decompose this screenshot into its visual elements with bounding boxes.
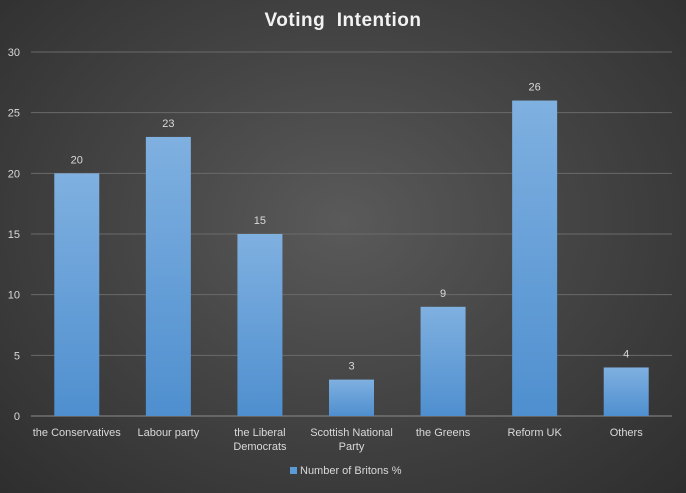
bar	[329, 379, 374, 416]
data-label: 9	[440, 288, 446, 300]
data-label: 3	[348, 361, 354, 373]
y-tick-label: 30	[8, 47, 20, 59]
x-tick-label: the Conservatives	[33, 427, 122, 439]
x-tick-label: Labour party	[137, 427, 199, 439]
chart-title: Voting Intention	[264, 10, 422, 31]
bar	[54, 173, 100, 416]
y-tick-label: 5	[14, 350, 20, 362]
x-tick-label: Democrats	[233, 441, 287, 453]
x-tick-label: Party	[339, 441, 365, 453]
data-label: 26	[529, 82, 541, 94]
data-label: 20	[71, 154, 83, 166]
data-label: 15	[254, 215, 266, 227]
bar	[420, 306, 466, 416]
x-tick-label: the Greens	[416, 427, 471, 439]
bar	[603, 367, 649, 416]
legend-swatch	[290, 467, 297, 474]
bar	[512, 100, 558, 417]
y-tick-label: 25	[8, 108, 20, 120]
data-label: 23	[162, 118, 174, 130]
y-tick-label: 15	[8, 229, 20, 241]
y-tick-label: 10	[8, 290, 20, 302]
x-tick-label: Reform UK	[507, 427, 562, 439]
x-tick-label: Scottish National	[310, 427, 393, 439]
data-label: 4	[623, 348, 629, 360]
x-tick-label: Others	[610, 427, 644, 439]
x-tick-label: the Liberal	[234, 427, 285, 439]
y-tick-label: 0	[14, 411, 20, 423]
legend-label: Number of Britons %	[300, 465, 402, 477]
y-tick-label: 20	[8, 168, 20, 180]
bar	[145, 136, 191, 416]
bar	[237, 234, 283, 416]
